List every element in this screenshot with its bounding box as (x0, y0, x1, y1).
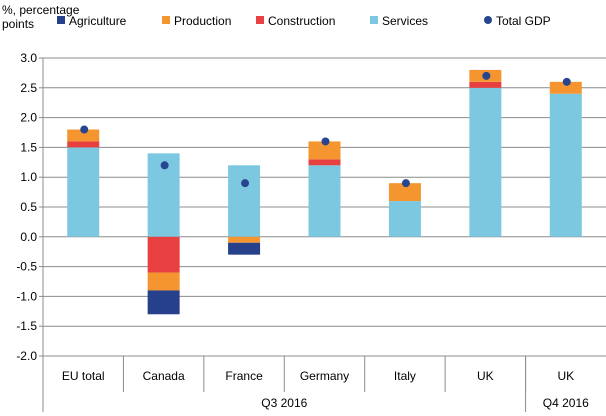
bar-services-6 (549, 93, 582, 237)
bar-services-3 (308, 165, 341, 237)
x-tick-label: Germany (300, 369, 349, 383)
legend-label: Production (174, 14, 231, 28)
bar-services-4 (388, 201, 421, 237)
bar-production-3 (308, 141, 341, 160)
bar-services-2 (228, 165, 261, 237)
x-tick-label: Canada (143, 369, 185, 383)
gdp-marker-5 (482, 71, 491, 80)
group-label: Q4 2016 (543, 396, 589, 410)
y-tick-label: 2.5 (20, 81, 37, 95)
y-tick-label: 1.0 (20, 170, 37, 184)
legend-marker-gdp (484, 16, 492, 24)
bar-construction-1 (147, 236, 180, 273)
y-tick-label: -0.5 (16, 260, 37, 274)
gdp-marker-4 (401, 179, 410, 188)
legend-label: Agriculture (69, 14, 127, 28)
bar-services-0 (67, 147, 100, 237)
y-tick-label: 1.5 (20, 140, 37, 154)
bar-construction-5 (469, 81, 502, 88)
x-tick-label: UK (477, 369, 494, 383)
x-tick-label: EU total (62, 369, 105, 383)
legend-label: Total GDP (496, 14, 551, 28)
bar-agriculture-1 (147, 290, 180, 315)
x-tick-label: France (225, 369, 263, 383)
y-tick-label: 2.0 (20, 111, 37, 125)
legend-label: Services (382, 14, 428, 28)
legend-label: Construction (268, 14, 335, 28)
y-tick-label: -1.0 (16, 289, 37, 303)
bar-production-1 (147, 272, 180, 291)
legend-swatch-construction (256, 16, 264, 24)
y-axis-label: %, percentage points (2, 3, 80, 31)
y-tick-label: -1.5 (16, 319, 37, 333)
gdp-marker-2 (241, 179, 250, 188)
y-tick-label: 3.0 (20, 51, 37, 65)
bar-construction-0 (67, 141, 100, 148)
y-tick-label: 0.0 (20, 230, 37, 244)
gdp-marker-3 (321, 137, 330, 146)
legend-swatch-services (370, 16, 378, 24)
bar-agriculture-2 (228, 242, 261, 255)
x-tick-label: Italy (394, 369, 416, 383)
bar-production-4 (388, 183, 421, 202)
group-label: Q3 2016 (261, 396, 307, 410)
legend-swatch-agriculture (57, 16, 65, 24)
bar-production-6 (549, 81, 582, 94)
gdp-marker-6 (562, 77, 571, 86)
y-tick-label: -2.0 (16, 349, 37, 363)
bar-production-0 (67, 129, 100, 142)
legend: Agriculture Production Construction Service… (57, 14, 551, 28)
bar-services-5 (469, 87, 502, 237)
y-tick-label: 0.5 (20, 200, 37, 214)
x-tick-label: UK (557, 369, 574, 383)
gdp-marker-0 (80, 125, 89, 134)
gdp-marker-1 (160, 161, 169, 170)
bar-construction-3 (308, 159, 341, 166)
legend-swatch-production (162, 16, 170, 24)
bar-production-2 (228, 236, 261, 243)
